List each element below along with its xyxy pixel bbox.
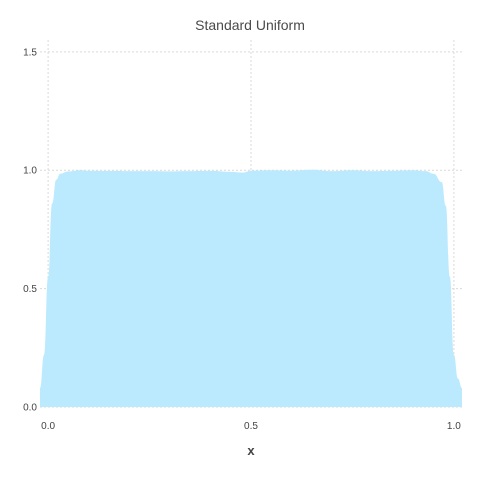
density-area <box>40 169 462 407</box>
x-tick-label: 1.0 <box>447 421 461 432</box>
area-layer <box>40 169 462 407</box>
x-tick-label: 0.0 <box>41 421 55 432</box>
x-axis-label: x <box>247 443 255 458</box>
y-tick-label: 0.5 <box>23 284 37 295</box>
x-tick-label: 0.5 <box>244 421 258 432</box>
y-tick-label: 1.0 <box>23 166 37 177</box>
tick-layer: 0.0 0.5 1.0 1.5 0.0 0.5 1.0 <box>23 47 461 432</box>
y-tick-label: 0.0 <box>23 403 37 414</box>
y-tick-label: 1.5 <box>23 47 37 58</box>
chart-title: Standard Uniform <box>195 17 305 33</box>
